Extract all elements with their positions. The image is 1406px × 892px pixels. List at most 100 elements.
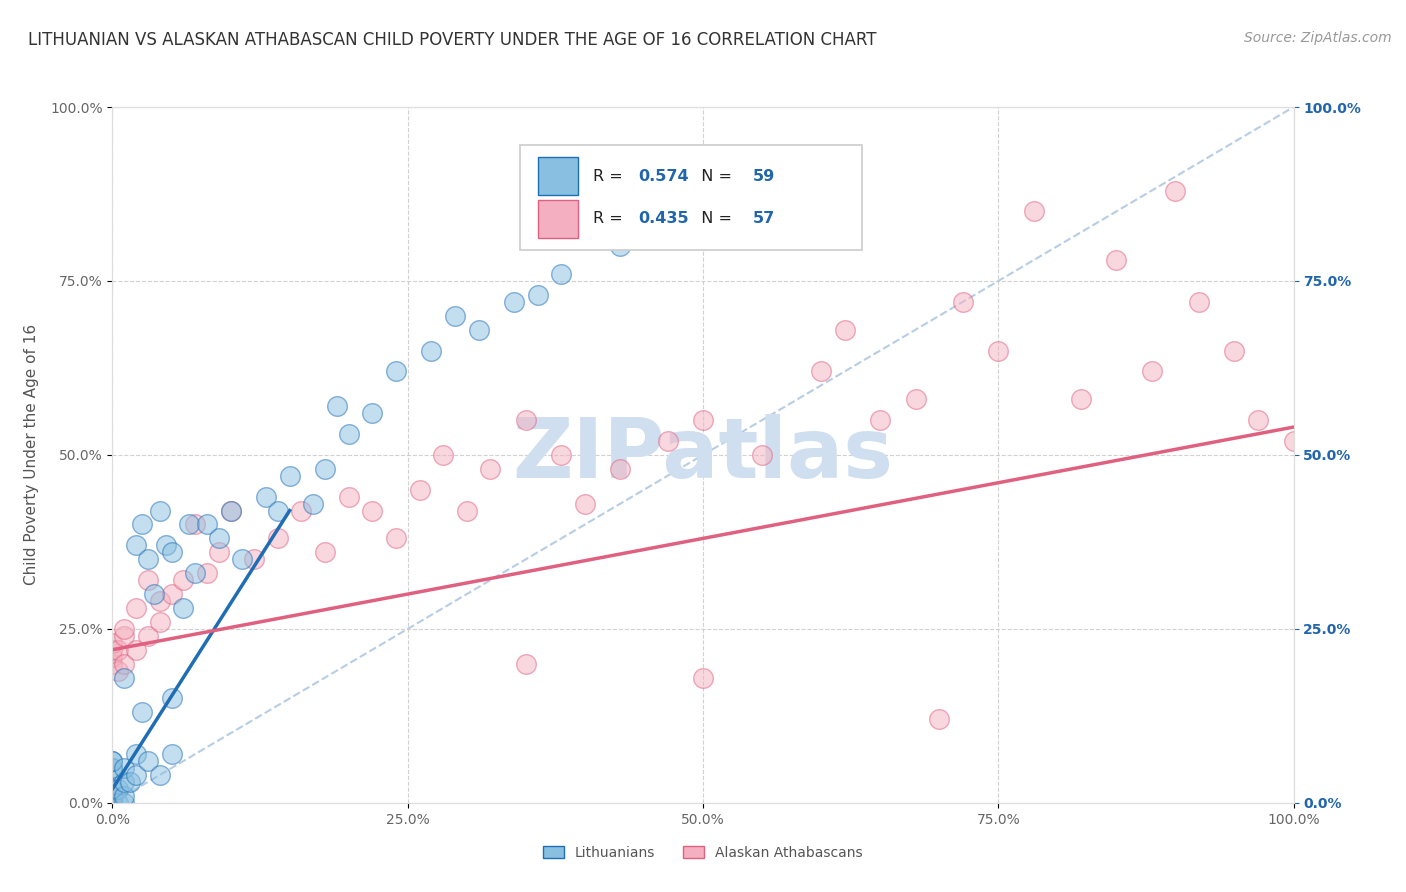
Point	[179, 517, 201, 532]
Point	[155, 538, 177, 552]
Point	[107, 642, 129, 657]
Point	[361, 406, 384, 420]
Point	[184, 566, 207, 581]
Point	[172, 601, 194, 615]
Point	[456, 503, 478, 517]
Point	[101, 781, 124, 796]
Point	[136, 629, 159, 643]
Point	[172, 573, 194, 587]
Point	[267, 532, 290, 546]
Point	[231, 552, 253, 566]
Point	[160, 587, 183, 601]
Point	[574, 497, 596, 511]
Point	[136, 754, 159, 768]
Point	[160, 747, 183, 761]
Text: 59: 59	[752, 169, 775, 184]
Point	[609, 239, 631, 253]
Point	[479, 462, 502, 476]
Point	[526, 288, 548, 302]
Point	[326, 399, 349, 413]
Point	[160, 545, 183, 559]
Point	[131, 517, 153, 532]
Point	[101, 636, 124, 650]
Point	[515, 413, 537, 427]
Legend: Lithuanians, Alaskan Athabascans: Lithuanians, Alaskan Athabascans	[537, 840, 869, 865]
Point	[692, 413, 714, 427]
Point	[125, 601, 148, 615]
Point	[112, 796, 135, 810]
Point	[751, 448, 773, 462]
Point	[101, 754, 124, 768]
Point	[101, 796, 124, 810]
Point	[290, 503, 312, 517]
Point	[101, 789, 124, 803]
Point	[337, 427, 360, 442]
Point	[208, 545, 231, 559]
Point	[107, 796, 129, 810]
Text: LITHUANIAN VS ALASKAN ATHABASCAN CHILD POVERTY UNDER THE AGE OF 16 CORRELATION C: LITHUANIAN VS ALASKAN ATHABASCAN CHILD P…	[28, 31, 876, 49]
Point	[952, 294, 974, 309]
Point	[184, 517, 207, 532]
Point	[107, 781, 129, 796]
Text: ZIPatlas: ZIPatlas	[513, 415, 893, 495]
Point	[243, 552, 266, 566]
Text: 0.435: 0.435	[638, 211, 689, 227]
Point	[101, 796, 124, 810]
Point	[834, 323, 856, 337]
Point	[1223, 343, 1246, 358]
Text: N =: N =	[692, 169, 737, 184]
Point	[125, 768, 148, 782]
Point	[136, 552, 159, 566]
Point	[101, 649, 124, 664]
Point	[550, 448, 572, 462]
Point	[112, 629, 135, 643]
Point	[1140, 364, 1163, 378]
Point	[195, 517, 218, 532]
FancyBboxPatch shape	[520, 145, 862, 250]
Point	[444, 309, 467, 323]
Point	[107, 664, 129, 678]
Point	[314, 545, 336, 559]
Point	[101, 754, 124, 768]
Point	[361, 503, 384, 517]
Point	[987, 343, 1010, 358]
Point	[337, 490, 360, 504]
Point	[101, 781, 124, 796]
Text: R =: R =	[593, 211, 628, 227]
Point	[120, 775, 142, 789]
Point	[1282, 434, 1305, 448]
Point	[703, 204, 725, 219]
Point	[254, 490, 277, 504]
Point	[112, 671, 135, 685]
Point	[904, 392, 927, 407]
Point	[101, 796, 124, 810]
Point	[219, 503, 242, 517]
Point	[302, 497, 325, 511]
Point	[131, 706, 153, 720]
Point	[142, 587, 165, 601]
Point	[149, 594, 172, 608]
Point	[125, 642, 148, 657]
Point	[515, 657, 537, 671]
Point	[101, 789, 124, 803]
Point	[149, 615, 172, 629]
Point	[112, 789, 135, 803]
Point	[385, 364, 408, 378]
Point	[810, 364, 832, 378]
FancyBboxPatch shape	[537, 200, 578, 237]
Point	[101, 761, 124, 775]
Point	[1188, 294, 1211, 309]
Point	[385, 532, 408, 546]
Text: N =: N =	[692, 211, 737, 227]
Point	[467, 323, 489, 337]
Point	[420, 343, 443, 358]
Point	[125, 747, 148, 761]
Point	[408, 483, 430, 497]
Point	[278, 468, 301, 483]
Point	[101, 796, 124, 810]
Point	[928, 712, 950, 726]
Text: 0.574: 0.574	[638, 169, 689, 184]
Text: R =: R =	[593, 169, 628, 184]
Point	[657, 434, 679, 448]
Point	[101, 657, 124, 671]
